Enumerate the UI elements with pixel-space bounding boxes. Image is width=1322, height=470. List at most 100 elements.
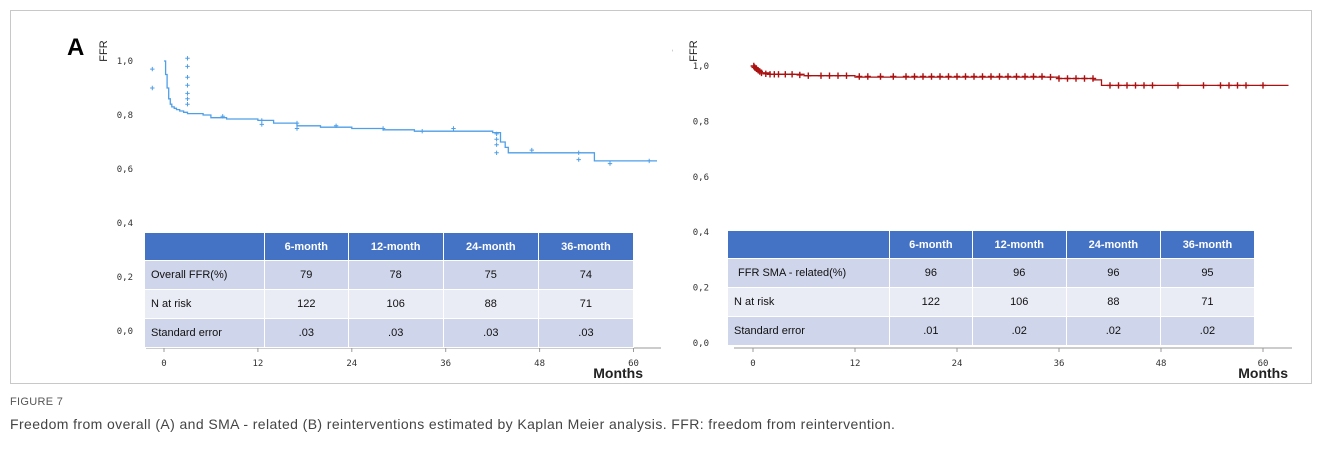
figure-frame: A FFR Months 0,0 0,2 0,4 0,6 0,8 1,0 0 12 24 36 48… <box>10 10 1312 384</box>
risk-table-a: 6-month 12-month 24-month 36-month Overa… <box>144 232 635 348</box>
table-row: Overall FFR(%) 79 78 75 74 <box>144 260 635 290</box>
table-cell: .03 <box>537 318 635 348</box>
censor-mark <box>150 85 155 91</box>
censor-mark <box>1072 75 1080 82</box>
censor-mark <box>333 123 339 128</box>
censor-mark <box>1259 82 1267 89</box>
y-tick-label: 0,6 <box>117 165 133 175</box>
table-cell: .03 <box>347 318 444 348</box>
table-row: FFR SMA - related(%) 96 96 96 95 <box>727 258 1256 288</box>
ticks-b: 0,0 0,2 0,4 0,6 0,8 1,0 0 12 24 36 48 60 <box>693 62 1269 369</box>
censor-mark <box>185 91 190 96</box>
x-tick-label: 0 <box>750 359 755 369</box>
table-cell: 78 <box>347 260 444 290</box>
y-axis-label-a: FFR <box>98 40 110 61</box>
censor-mark <box>945 73 952 80</box>
series-b <box>750 62 1289 89</box>
censor-mark <box>834 72 842 79</box>
censor-mark <box>494 137 499 142</box>
censor-mark <box>826 72 833 79</box>
censor-mark <box>1038 73 1046 80</box>
censor-mark <box>782 71 789 78</box>
x-tick-label: 0 <box>161 359 166 369</box>
censor-mark <box>1030 73 1037 80</box>
y-tick-label: 0,2 <box>693 284 709 294</box>
table-row-label: Overall FFR(%) <box>144 260 265 290</box>
x-axis-label-b: Months <box>1238 365 1288 381</box>
table-cell: .02 <box>1159 316 1256 346</box>
table-header-cell: 36-month <box>537 232 635 261</box>
figure-label: FIGURE 7 <box>10 396 64 408</box>
censor-mark <box>1123 82 1131 89</box>
table-cell: .01 <box>889 316 973 346</box>
y-tick-label: 0,4 <box>693 228 709 238</box>
censor-mark <box>979 73 986 80</box>
censor-mark <box>936 73 944 80</box>
censor-mark <box>970 73 978 80</box>
censor-mark <box>185 56 190 61</box>
table-cell: 122 <box>264 289 349 319</box>
y-tick-label: 0,0 <box>117 327 133 337</box>
x-tick-label: 12 <box>252 359 263 369</box>
survival-curve <box>164 60 657 162</box>
censor-mark <box>890 73 897 80</box>
table-cell: .02 <box>971 316 1067 346</box>
censor-mark <box>1140 82 1148 89</box>
table-header-cell: 6-month <box>264 232 349 261</box>
table-cell: 79 <box>264 260 349 290</box>
censor-mark <box>1242 82 1250 89</box>
censor-mark <box>1004 73 1012 80</box>
censor-mark <box>856 73 863 80</box>
censor-mark <box>1217 82 1224 89</box>
censor-mark <box>1013 73 1020 80</box>
censor-mark <box>1149 82 1156 89</box>
censor-mark <box>1089 75 1097 82</box>
censor-mark <box>1047 73 1054 81</box>
censor-mark <box>494 131 499 137</box>
y-axis-label-b: FFR <box>688 40 700 61</box>
censor-mark <box>1115 82 1122 89</box>
censor-mark <box>494 150 499 155</box>
x-tick-label: 48 <box>534 359 545 369</box>
figure-caption: FIGURE 7 Freedom from overall (A) and SM… <box>10 396 1310 432</box>
table-row: N at risk 122 106 88 71 <box>144 289 635 319</box>
censor-mark <box>259 122 264 127</box>
y-tick-label: 0,8 <box>693 117 709 127</box>
censor-mark <box>987 73 995 80</box>
table-header-cell: 24-month <box>1065 230 1161 259</box>
censor-mark <box>607 161 613 166</box>
table-cell: 71 <box>537 289 635 319</box>
table-row-label: FFR SMA - related(%) <box>727 258 890 288</box>
censor-mark <box>576 157 581 162</box>
censor-mark <box>185 83 190 88</box>
panel-a: A FFR Months 0,0 0,2 0,4 0,6 0,8 1,0 0 12 24 36 48… <box>11 11 672 383</box>
table-header-cell <box>144 232 265 261</box>
x-tick-label: 12 <box>850 359 861 369</box>
km-chart-b: B FFR Months 0,0 0,2 0,4 0,6 0,8 1,0 0 12 24 36 48… <box>656 34 1292 381</box>
table-cell: 96 <box>1065 258 1161 288</box>
censor-mark <box>902 73 910 80</box>
x-tick-label: 24 <box>346 359 357 369</box>
censor-mark <box>996 73 1003 80</box>
table-row-label: N at risk <box>727 287 890 317</box>
censor-mark <box>1021 73 1029 80</box>
censor-mark <box>962 73 969 80</box>
x-tick-label: 60 <box>1258 359 1269 369</box>
survival-curve <box>753 65 1289 87</box>
table-cell: 106 <box>347 289 444 319</box>
censor-mark <box>185 102 190 107</box>
censor-mark <box>647 158 652 164</box>
censor-mark <box>451 126 456 131</box>
censor-mark <box>185 75 190 80</box>
km-chart-a: A FFR Months 0,0 0,2 0,4 0,6 0,8 1,0 0 12 24 36 48… <box>67 34 661 381</box>
x-tick-label: 48 <box>1156 359 1167 369</box>
censor-mark <box>380 126 386 131</box>
censor-mark <box>1106 82 1114 89</box>
censor-mark <box>294 126 300 131</box>
x-tick-label: 24 <box>952 359 963 369</box>
table-row: Standard error .03 .03 .03 .03 <box>144 318 635 348</box>
censor-mark <box>1055 75 1063 82</box>
table-row-label: Standard error <box>727 316 890 346</box>
censor-mark <box>1132 82 1139 89</box>
panel-b: B FFR Months 0,0 0,2 0,4 0,6 0,8 1,0 0 12 24 36 48… <box>656 11 1313 383</box>
